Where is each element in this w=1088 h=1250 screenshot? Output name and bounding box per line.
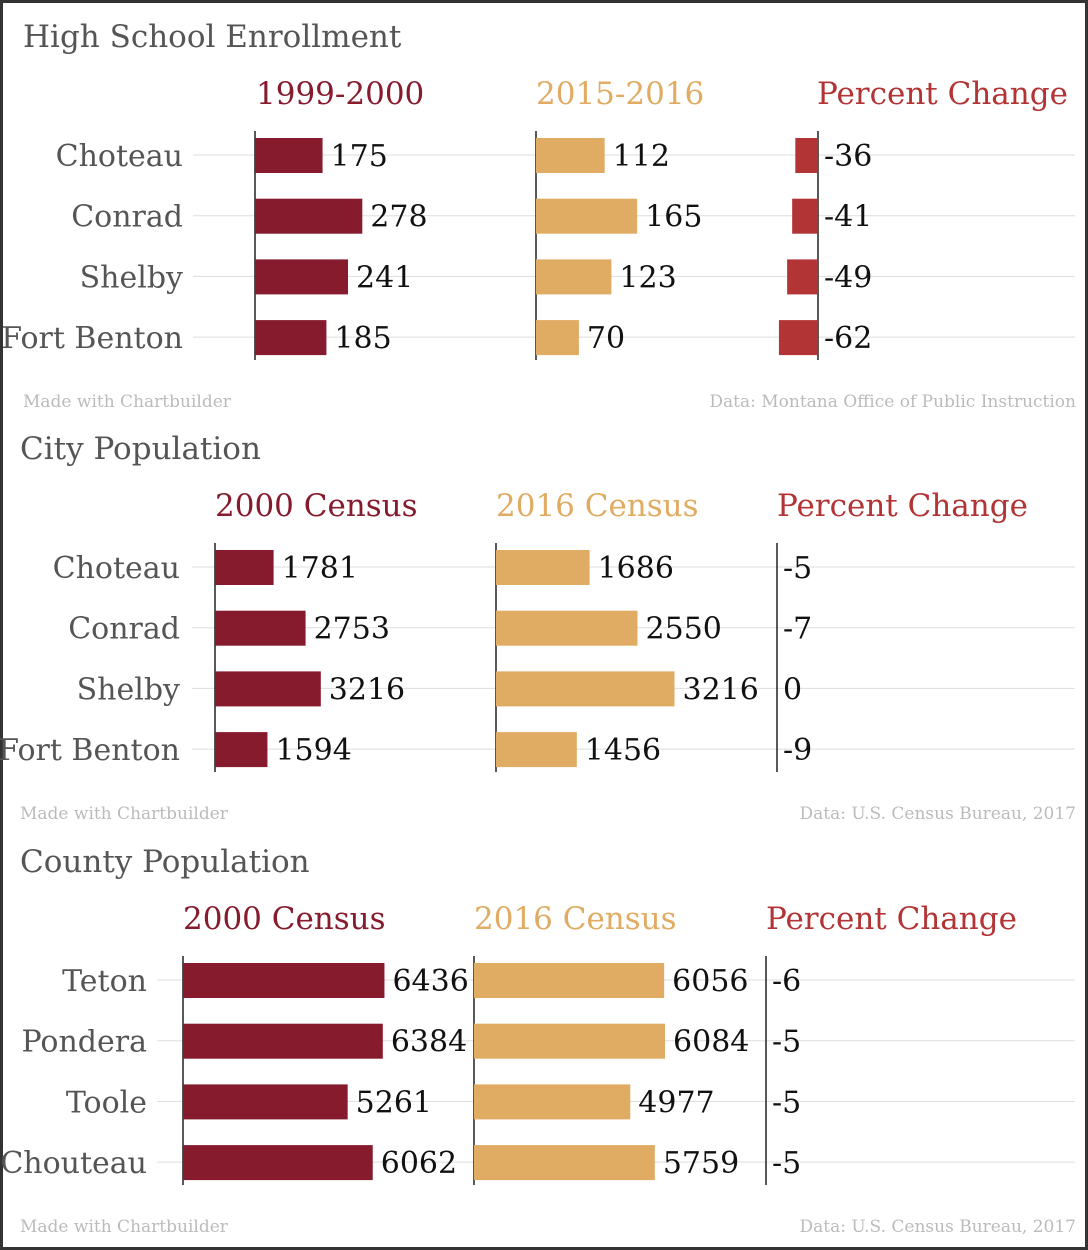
bar [536, 198, 638, 234]
bar [215, 550, 274, 585]
category-label: Choteau [56, 139, 183, 174]
data-label: 112 [613, 139, 670, 174]
data-label: -5 [772, 1146, 801, 1181]
data-label: 165 [645, 200, 702, 235]
change-bar [795, 138, 818, 173]
category-label: Teton [62, 964, 147, 999]
footer-credit: Made with Chartbuilder [23, 392, 232, 412]
footer-credit: Made with Chartbuilder [20, 804, 229, 824]
bar [255, 259, 349, 295]
bar [183, 1023, 383, 1059]
data-label: 3216 [682, 672, 758, 707]
data-label: 2753 [314, 612, 390, 647]
data-label: 0 [783, 672, 802, 707]
data-label: -7 [783, 612, 812, 647]
bar [496, 550, 590, 585]
category-label: Choteau [53, 551, 180, 586]
footer-source: Data: Montana Office of Public Instructi… [709, 392, 1076, 412]
data-label: -9 [783, 733, 812, 768]
bar [215, 671, 321, 707]
data-label: 5261 [356, 1085, 432, 1120]
series-header: 2000 Census [183, 901, 386, 937]
data-label: -36 [824, 139, 872, 174]
bar [215, 610, 306, 646]
data-label: 6056 [672, 964, 748, 999]
data-label: 1686 [598, 551, 674, 586]
data-label: -41 [824, 200, 872, 235]
data-label: 5759 [663, 1146, 739, 1181]
data-label: 3216 [329, 672, 405, 707]
category-label: Conrad [68, 612, 180, 647]
series-header: Percent Change [817, 76, 1068, 112]
bar [474, 1023, 666, 1059]
data-label: 175 [331, 139, 388, 174]
series-header: 1999-2000 [256, 76, 424, 112]
footer-credit: Made with Chartbuilder [20, 1217, 229, 1237]
series-header: 2015-2016 [536, 76, 704, 112]
change-bar [778, 320, 818, 356]
bar [215, 732, 268, 768]
category-label: Conrad [71, 200, 183, 235]
category-label: Chouteau [0, 1146, 147, 1181]
bar [496, 732, 577, 768]
bar [496, 610, 638, 646]
bar [255, 198, 363, 234]
footer-source: Data: U.S. Census Bureau, 2017 [800, 804, 1076, 824]
data-label: -6 [772, 964, 801, 999]
bar [183, 1084, 348, 1120]
bar [474, 1084, 631, 1120]
data-label: -5 [772, 1085, 801, 1120]
bar [183, 963, 385, 998]
bar [536, 138, 605, 173]
bar [255, 320, 327, 356]
bar [536, 320, 579, 356]
series-header: 2016 Census [496, 488, 699, 524]
category-label: Pondera [21, 1025, 147, 1060]
data-label: 241 [356, 260, 413, 295]
data-label: 6084 [673, 1025, 749, 1060]
chart-title: City Population [20, 431, 261, 467]
chart-title: High School Enrollment [23, 19, 402, 55]
data-label: 6062 [381, 1146, 457, 1181]
bar [496, 671, 675, 707]
data-label: -49 [824, 260, 872, 295]
bar [183, 1145, 373, 1181]
data-label: 1594 [275, 733, 351, 768]
series-header: 2016 Census [474, 901, 677, 937]
data-label: 1781 [282, 551, 358, 586]
data-label: -5 [783, 551, 812, 586]
bar [474, 963, 665, 998]
category-label: Fort Benton [0, 733, 180, 768]
data-label: 70 [587, 321, 625, 356]
change-bar [787, 259, 818, 295]
data-label: 185 [334, 321, 391, 356]
data-label: 2550 [646, 612, 722, 647]
footer-source: Data: U.S. Census Bureau, 2017 [800, 1217, 1076, 1237]
data-label: 6384 [391, 1025, 467, 1060]
data-label: 278 [370, 200, 427, 235]
category-label: Fort Benton [1, 321, 183, 356]
series-header: Percent Change [766, 901, 1017, 937]
chart-title: County Population [20, 844, 310, 880]
category-label: Shelby [80, 260, 183, 295]
series-header: Percent Change [777, 488, 1028, 524]
bar [474, 1145, 655, 1181]
data-label: 6436 [392, 964, 468, 999]
series-header: 2000 Census [215, 488, 418, 524]
bar [255, 138, 323, 173]
data-label: -5 [772, 1025, 801, 1060]
category-label: Toole [66, 1085, 147, 1120]
bar [536, 259, 612, 295]
category-label: Shelby [77, 672, 180, 707]
data-label: 4977 [638, 1085, 714, 1120]
data-label: -62 [824, 321, 872, 356]
data-label: 123 [619, 260, 676, 295]
change-bar [792, 198, 818, 234]
data-label: 1456 [585, 733, 661, 768]
